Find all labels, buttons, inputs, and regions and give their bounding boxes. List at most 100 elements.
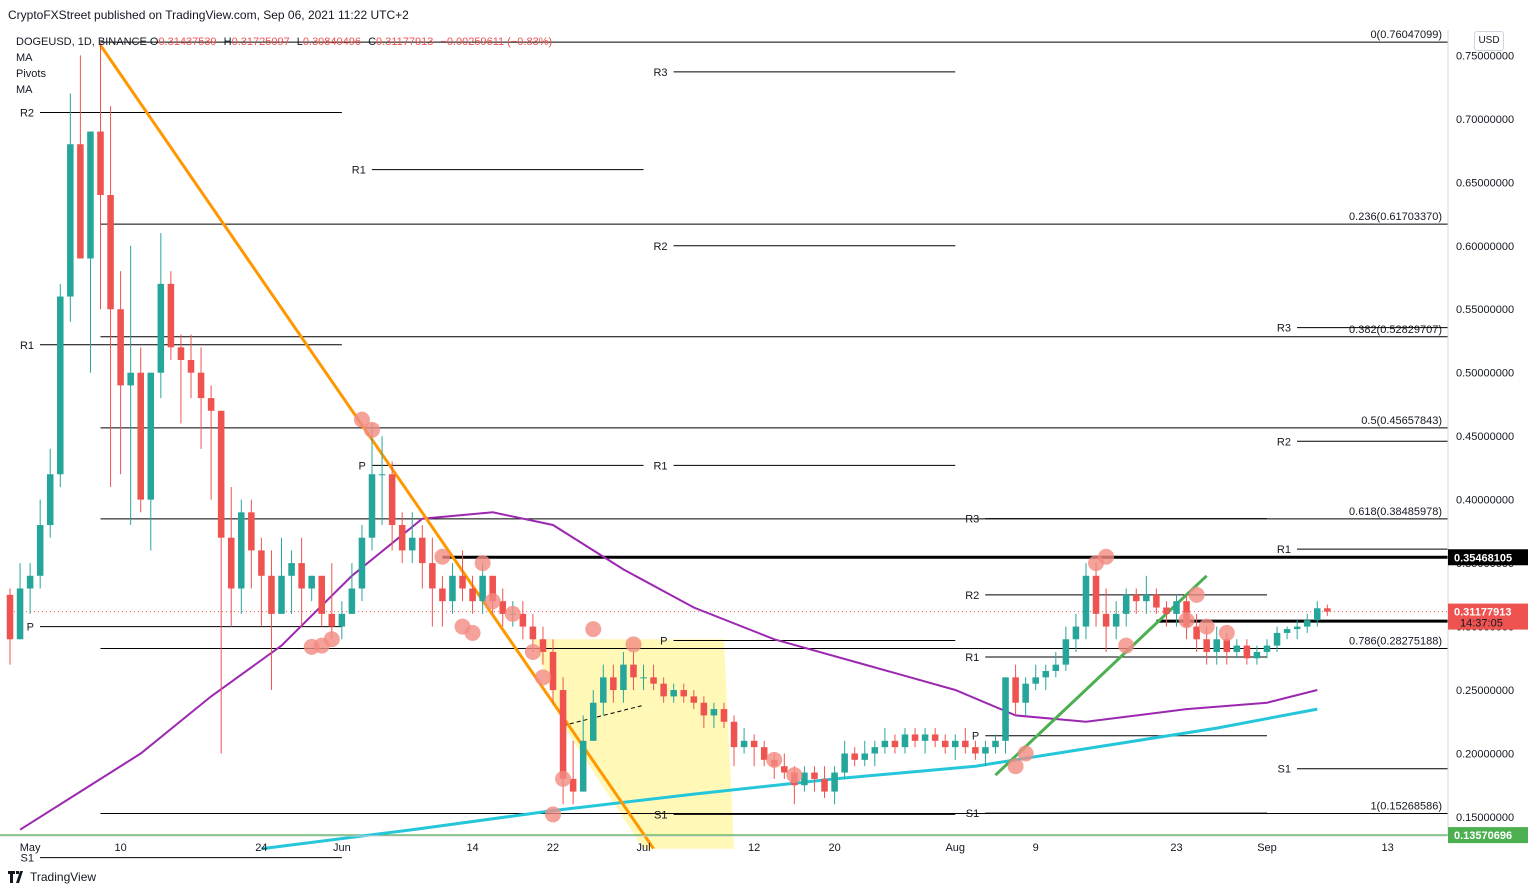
candle-body (1213, 639, 1220, 652)
touch-marker (364, 421, 381, 438)
touch-marker (323, 631, 340, 648)
candle-body (801, 772, 808, 786)
candle-body (781, 766, 788, 773)
candle-body (217, 410, 225, 538)
candle-body (449, 575, 456, 602)
tradingview-logo-icon (8, 871, 23, 883)
close-label: C (368, 36, 377, 48)
fib-level-label: 0.5(0.45657843) (1361, 415, 1442, 427)
close-value: 0.31177913 (376, 36, 434, 48)
candle-body (610, 677, 617, 691)
candle-body (177, 347, 185, 361)
indicator-ma-1[interactable]: MA (16, 52, 33, 64)
candle-body (378, 474, 386, 476)
candle-body (258, 550, 265, 576)
price-tick-label: 0.50000000 (1456, 368, 1514, 380)
candle-body (77, 144, 84, 259)
candle-body (238, 512, 245, 589)
candle-body (519, 613, 527, 627)
candle-body (680, 690, 688, 697)
candle-body (489, 575, 496, 602)
date-tick-label: 23 (1170, 842, 1182, 854)
pivot-label: S1 (1278, 764, 1291, 776)
date-tick-label: 22 (547, 842, 559, 854)
fib-level-label: 0.786(0.28275188) (1349, 635, 1442, 647)
candle-body (26, 575, 34, 589)
pivot-label: P (660, 636, 667, 648)
change-value: −0.00259611 (−0.83%) (440, 36, 553, 48)
date-tick-label: 10 (114, 842, 126, 854)
price-tick-label: 0.25000000 (1456, 685, 1514, 697)
touch-marker (484, 593, 501, 610)
date-tick-label: 24 (255, 842, 267, 854)
pivot-label: S1 (654, 809, 667, 821)
candle-body (881, 740, 889, 748)
candle-body (207, 398, 215, 411)
price-tick-label: 0.60000000 (1456, 241, 1514, 253)
candle-body (750, 740, 758, 748)
candle-body (368, 474, 376, 538)
indicator-pivots[interactable]: Pivots (16, 68, 46, 80)
pivot-label: R2 (1277, 436, 1291, 448)
candle-body (1052, 664, 1060, 671)
touch-marker (464, 624, 481, 641)
candle-body (821, 778, 828, 792)
candle-body (6, 594, 14, 640)
touch-marker (1098, 548, 1115, 565)
touch-marker (434, 548, 451, 565)
touch-marker (625, 636, 642, 653)
candle-body (348, 588, 356, 614)
candle-body (1243, 645, 1251, 659)
price-tick-label: 0.70000000 (1456, 114, 1514, 126)
top-bar: CryptoFXStreet published on TradingView.… (0, 0, 1536, 28)
pivot-label: R1 (653, 460, 667, 472)
touch-marker (555, 770, 572, 787)
fib-level-label: 0(0.76047099) (1370, 29, 1442, 41)
touch-marker (1118, 637, 1135, 654)
candle-body (147, 372, 155, 500)
candle-body (931, 734, 939, 741)
candle-body (1062, 639, 1070, 665)
candle-body (720, 709, 728, 722)
fib-level-label: 0.382(0.52829707) (1349, 324, 1442, 336)
candle-body (921, 734, 929, 741)
price-tick-label: 0.65000000 (1456, 177, 1514, 189)
date-tick-label: 14 (466, 842, 478, 854)
candle-body (740, 740, 748, 748)
price-tick-label: 0.15000000 (1456, 812, 1514, 824)
touch-marker (1218, 624, 1235, 641)
candle-body (429, 563, 436, 589)
candle-body (1283, 629, 1291, 633)
candle-body (1042, 670, 1050, 678)
high-value: 0.31725097 (231, 36, 290, 48)
ohlc-row: DOGEUSD, 1D, BINANCE O0.31437539 H0.3172… (16, 34, 556, 50)
indicator-ma-2[interactable]: MA (16, 84, 33, 96)
candle-body (1002, 677, 1009, 741)
candle-body (589, 702, 597, 741)
candle-body (1112, 613, 1120, 627)
price-tick-label: 0.40000000 (1456, 495, 1514, 507)
candle-body (1143, 594, 1150, 602)
currency-button[interactable]: USD (1474, 31, 1504, 51)
candle-body (710, 709, 718, 716)
date-tick-label: May (20, 842, 41, 854)
touch-marker (504, 605, 521, 622)
candle-body (620, 664, 627, 691)
candle-body (1102, 613, 1110, 627)
touch-marker (545, 806, 562, 823)
symbol-label[interactable]: DOGEUSD, 1D, BINANCE (16, 36, 147, 48)
price-tick-label: 0.75000000 (1456, 50, 1514, 62)
candle-body (1324, 608, 1331, 612)
date-tick-label: Jun (333, 842, 351, 854)
touch-marker (474, 555, 491, 572)
candle-body (388, 474, 396, 526)
candle-body (1233, 645, 1241, 652)
candle-body (1173, 601, 1180, 614)
candle-body (539, 639, 547, 652)
pivot-label: S1 (966, 808, 979, 820)
candle-body (1314, 608, 1321, 621)
date-tick-label: Sep (1257, 842, 1277, 854)
date-tick-label: Jul (636, 842, 650, 854)
candle-body (579, 740, 587, 792)
